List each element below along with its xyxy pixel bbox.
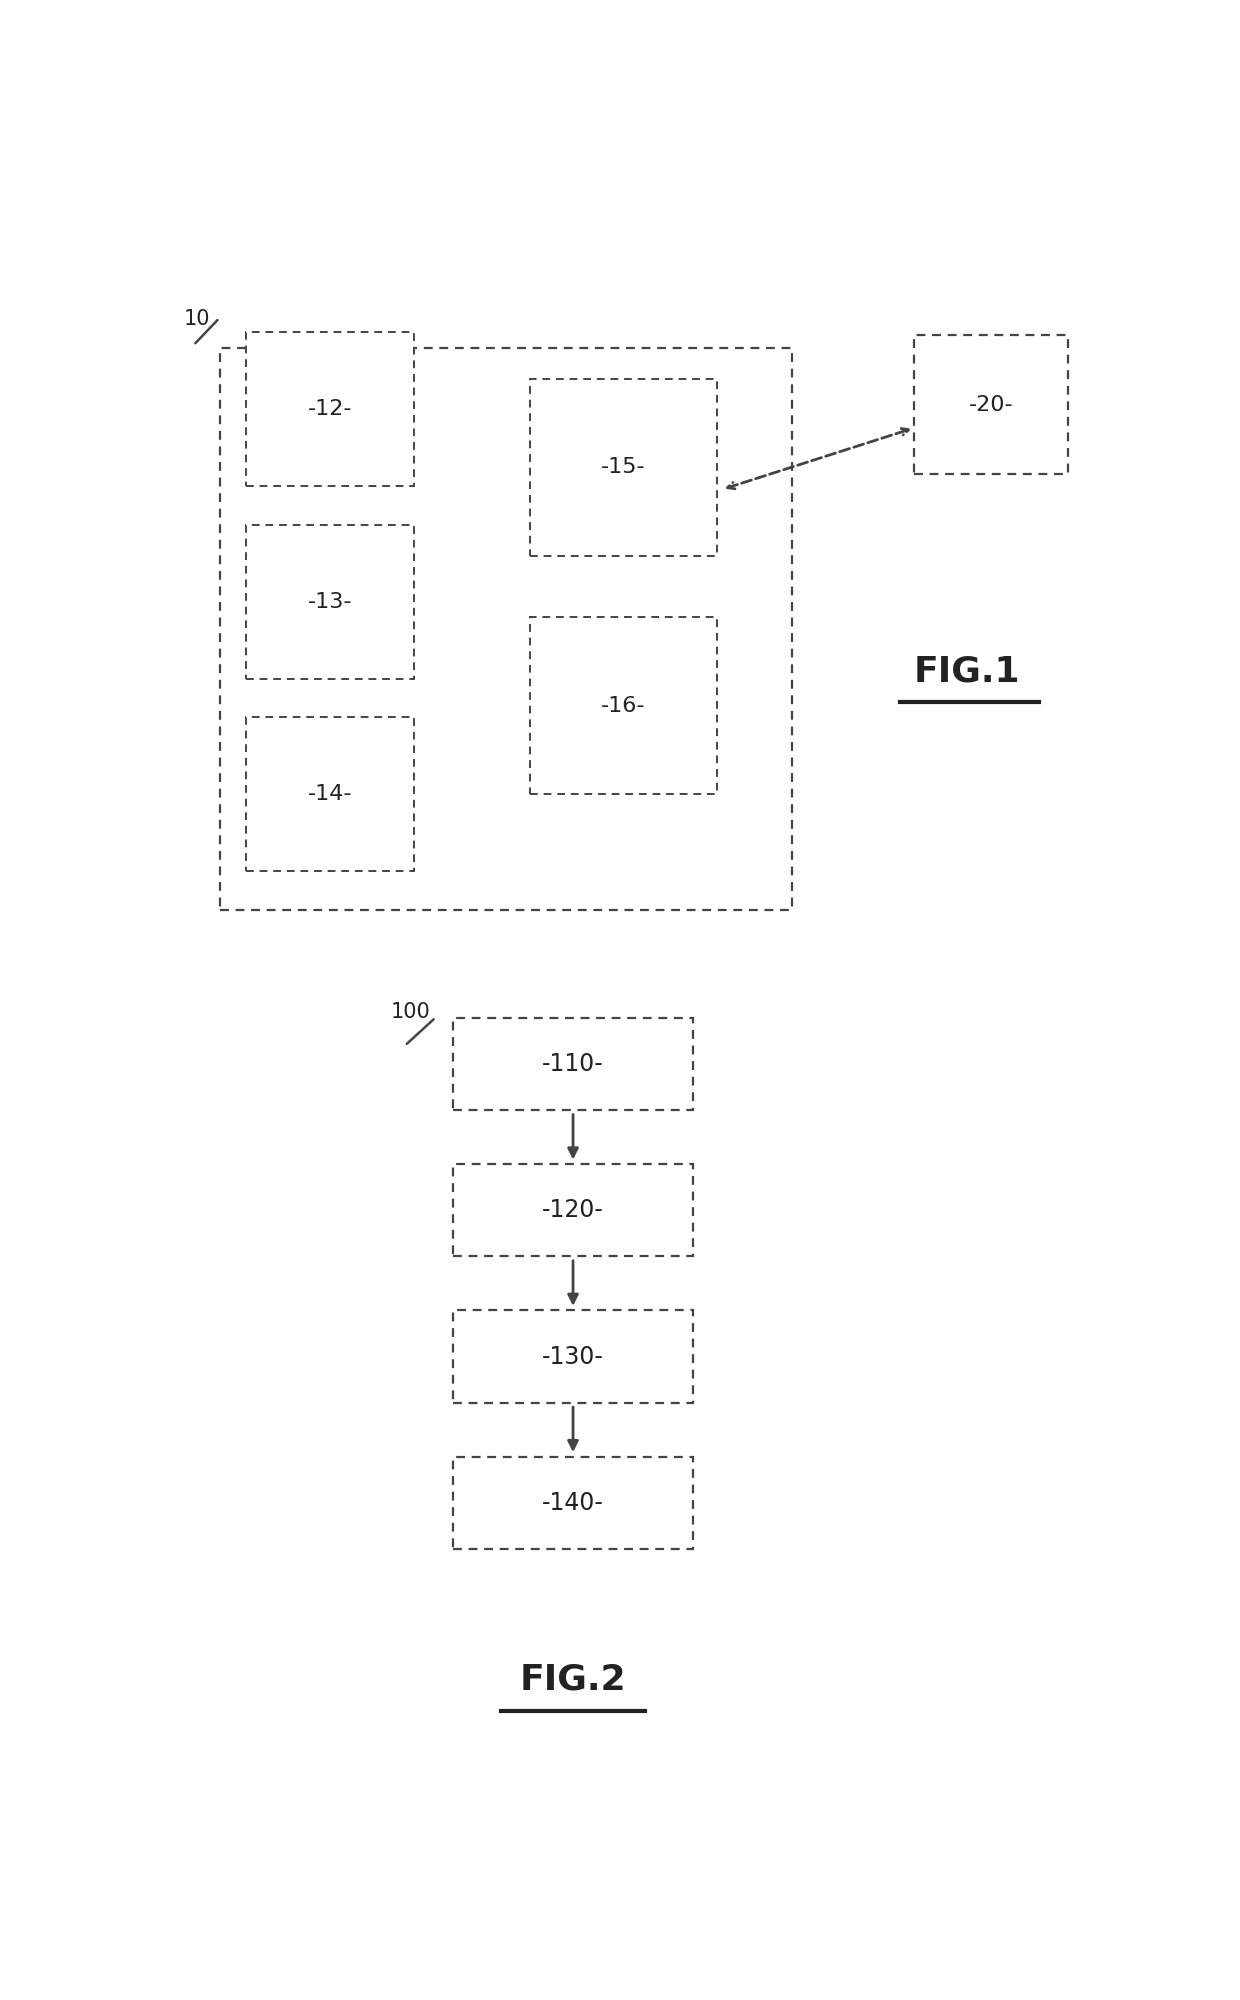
Bar	[247, 332, 414, 486]
Text: -15-: -15-	[601, 458, 646, 478]
Text: FIG.1: FIG.1	[914, 654, 1021, 688]
Bar	[914, 336, 1068, 474]
Bar	[453, 1310, 693, 1402]
Bar	[221, 348, 792, 910]
Text: -12-: -12-	[308, 400, 352, 420]
Text: -13-: -13-	[308, 592, 352, 612]
Text: -14-: -14-	[308, 784, 352, 804]
Bar	[529, 618, 717, 794]
Bar	[529, 378, 717, 556]
Text: -130-: -130-	[542, 1344, 604, 1368]
Bar	[453, 1018, 693, 1110]
Bar	[247, 718, 414, 872]
Text: 100: 100	[391, 1002, 430, 1022]
Text: 10: 10	[184, 310, 211, 330]
Bar	[453, 1164, 693, 1256]
Text: -20-: -20-	[968, 394, 1013, 414]
Text: -16-: -16-	[601, 696, 646, 716]
Text: -110-: -110-	[542, 1052, 604, 1076]
Bar	[247, 524, 414, 678]
Bar	[453, 1456, 693, 1548]
Text: FIG.2: FIG.2	[520, 1662, 626, 1696]
Text: -140-: -140-	[542, 1490, 604, 1514]
Text: -120-: -120-	[542, 1198, 604, 1222]
